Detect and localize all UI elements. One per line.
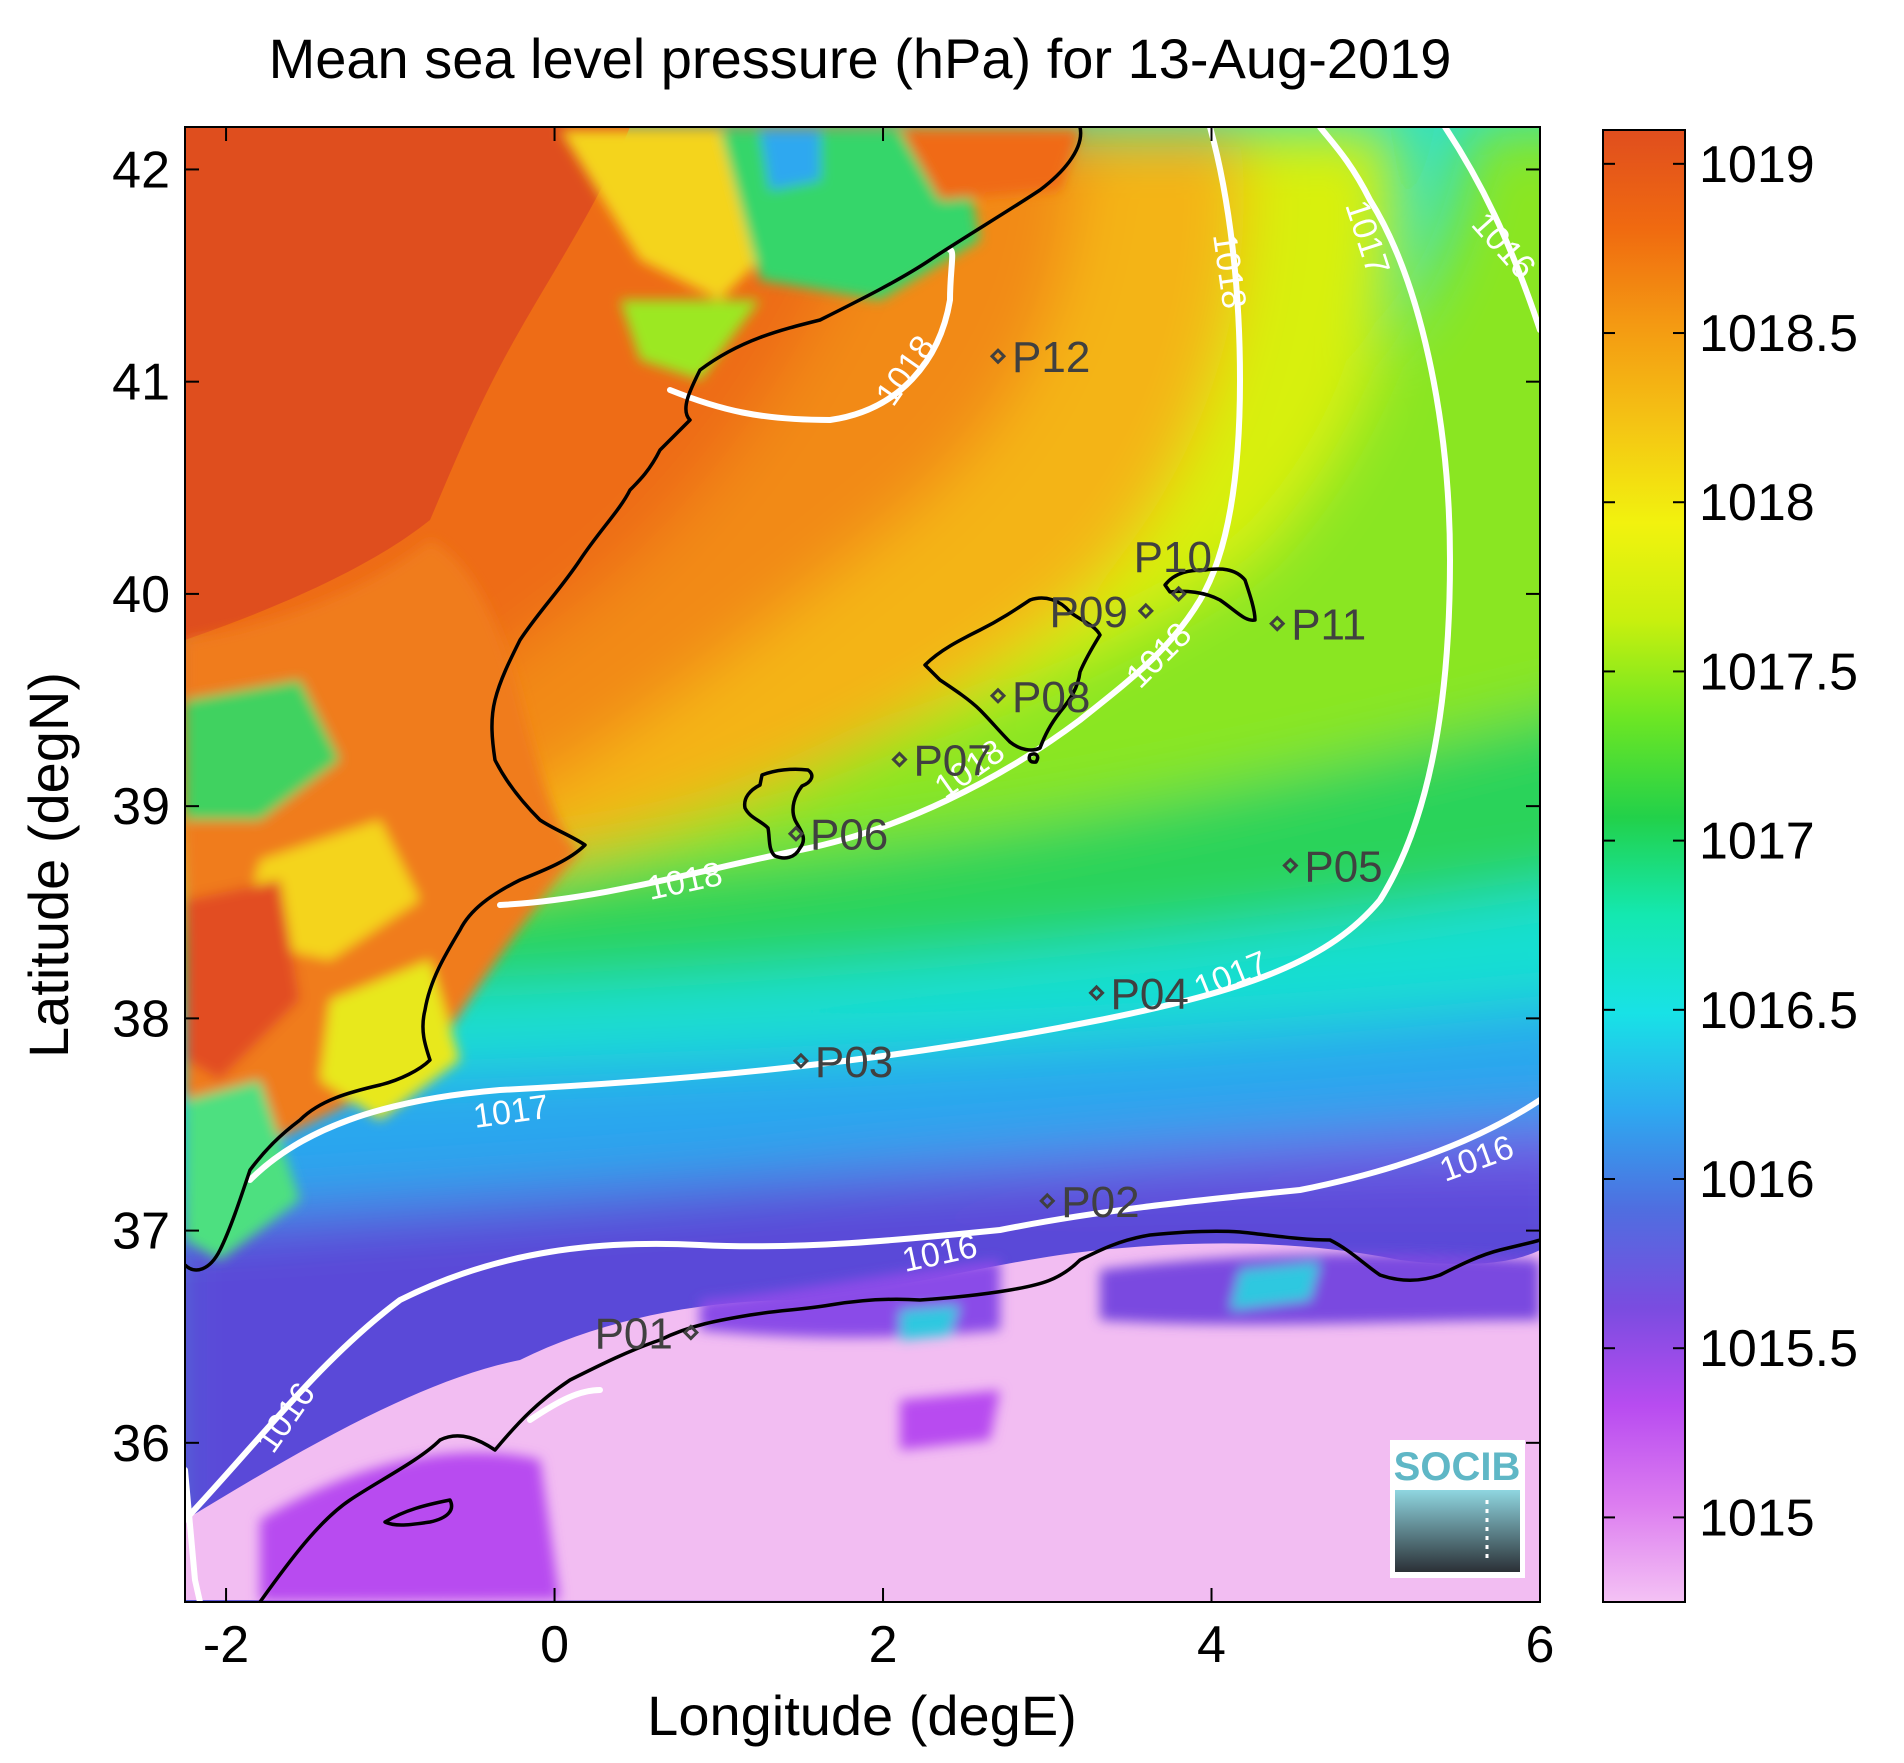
menorca-coast [1163,567,1257,622]
station-marker [989,348,1007,365]
station-label: P03 [815,1038,893,1087]
station-label: P12 [1012,333,1090,382]
logo-text: SOCIB [1394,1445,1521,1489]
station-marker [1137,602,1154,620]
station-marker [989,687,1007,704]
isobar-1016-south [185,1097,1540,1523]
station-marker [792,1052,810,1069]
colorbar-ticks: 1015 1015.5 1016 1016.5 1017 1017.5 1018 1018.5… [1603,136,1858,1547]
colorbar: 1015 1015.5 1016 1016.5 1017 1017.5 1018 1018.5… [1602,129,1858,1603]
isobars [185,127,1540,1602]
isobar-1016-africa [527,1387,603,1423]
ibiza-coast [742,767,814,860]
coastlines [185,127,1540,1602]
y-tick-label: 38 [112,990,170,1048]
pressure-field [185,127,1540,1602]
station-label: P10 [1134,533,1212,582]
station-label: P08 [1012,673,1090,722]
colorbar-tick-label: 1018.5 [1699,305,1858,363]
y-tick-label: 41 [112,354,170,412]
isobar-1017 [247,127,1453,1183]
x-tick-label: 0 [540,1616,569,1674]
colorbar-tick-label: 1019 [1699,136,1815,194]
isobar-1016-northeast [1442,127,1540,333]
station-label: P11 [1291,601,1366,650]
station-marker [787,825,805,842]
colorbar-tick-label: 1017 [1699,813,1815,871]
y-tick-label: 39 [112,778,170,836]
station-marker [1170,585,1187,603]
y-tick-label: 42 [112,141,170,199]
colorbar-gradient [1602,129,1686,1603]
chart-title: Mean sea level pressure (hPa) for 13-Aug… [269,27,1452,90]
y-axis-label: Latitude (degN) [17,672,80,1058]
colorbar-tick-label: 1018 [1699,474,1815,532]
station-label: P04 [1111,970,1189,1019]
x-tick-label: -2 [203,1616,249,1674]
station-label: P06 [810,811,888,860]
isobar-1016-southwest [185,1467,203,1602]
x-tick-label: 6 [1526,1616,1555,1674]
station-marker [1088,984,1105,1002]
station-marker [1269,615,1286,632]
x-tick-label: 2 [869,1616,898,1674]
iberia-high-pressure [185,127,630,640]
station-marker [682,1324,699,1341]
x-tick-label: 4 [1197,1616,1226,1674]
y-axis-ticks: 36 37 38 39 40 41 42 [112,141,1540,1473]
alboran-islet [383,1498,454,1527]
x-axis-label: Longitude (degE) [647,1684,1077,1747]
x-axis-ticks: -2 0 2 4 6 [203,127,1555,1674]
map-frame [184,126,1541,1603]
station-label: P01 [595,1309,673,1358]
mallorca-coast [923,596,1102,752]
cabrera-coast [1027,752,1040,764]
africa-texture [260,1253,1540,1602]
y-tick-label: 37 [112,1203,170,1261]
isobar-1018-main [497,127,1243,908]
station-marker [1039,1192,1056,1210]
iberia-texture [185,130,1080,1260]
colorbar-tick-label: 1017.5 [1699,643,1858,701]
colorbar-tick-label: 1016 [1699,1151,1815,1209]
station-marker [891,751,908,768]
colorbar-tick-label: 1015 [1699,1489,1815,1547]
africa-coast [258,1229,1540,1602]
station-label: P05 [1304,843,1382,892]
iberia-coast [185,127,1083,1272]
socib-logo: SOCIB [1390,1440,1525,1578]
logo-gradient [1395,1490,1520,1572]
y-tick-label: 40 [112,566,170,624]
station-label: P09 [1050,588,1128,637]
y-tick-label: 36 [112,1415,170,1473]
colorbar-tick-label: 1016.5 [1699,982,1858,1040]
station-label: P02 [1061,1178,1139,1227]
colorbar-tick-label: 1015.5 [1699,1320,1858,1378]
station-marker [1282,857,1299,874]
station-label: P07 [913,736,991,785]
isobar-1018-north [667,247,956,423]
